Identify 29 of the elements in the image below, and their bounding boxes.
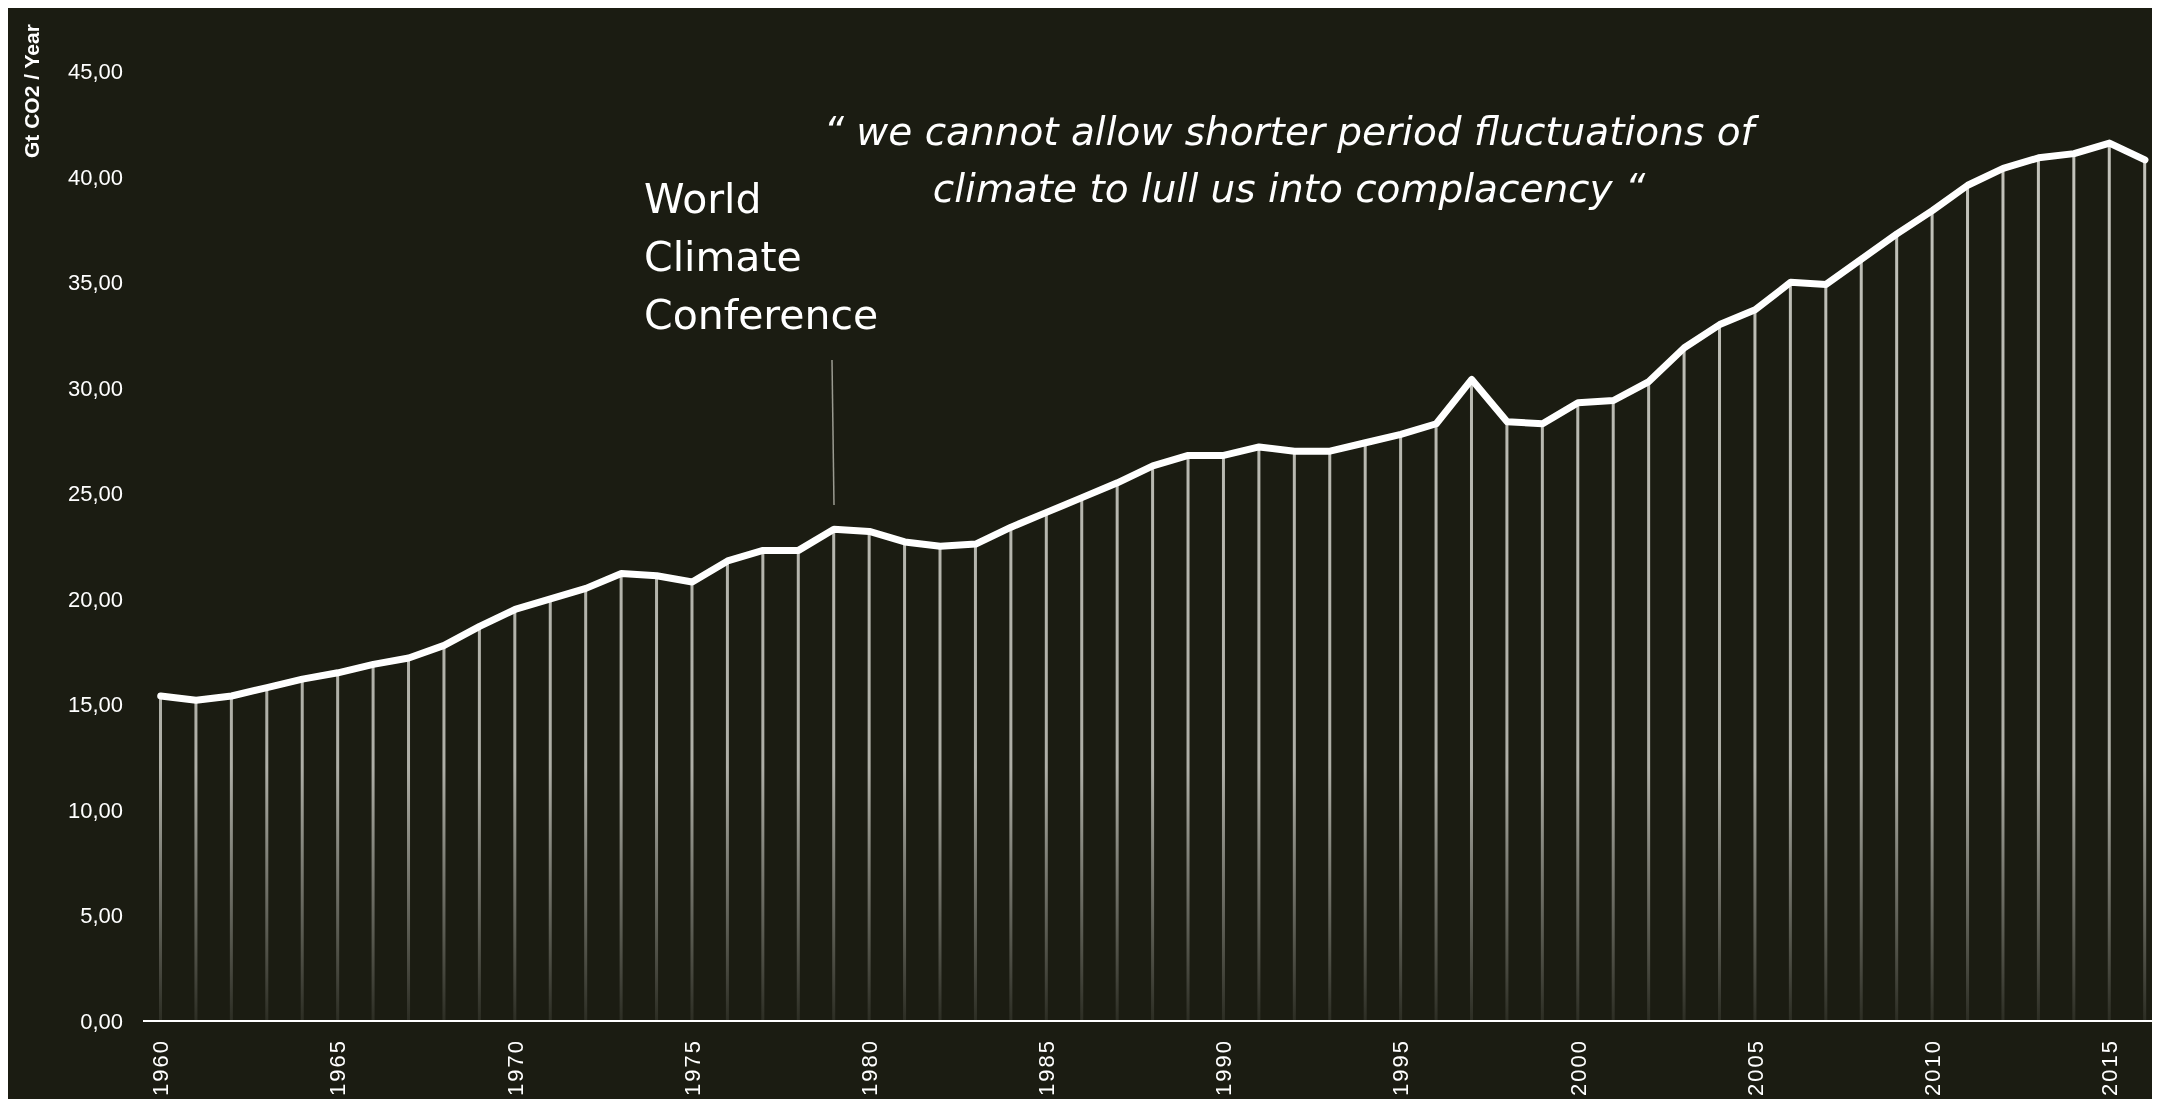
y-tick-label: 15,00 (67, 692, 123, 718)
x-tick-label: 1980 (856, 1039, 882, 1096)
bar (973, 544, 977, 1021)
y-tick-label: 25,00 (67, 481, 123, 507)
y-axis-title: Gt CO2 / Year (20, 24, 44, 158)
x-tick-label: 1965 (325, 1039, 351, 1096)
y-tick-label: 0,00 (80, 1008, 123, 1034)
y-tick-label: 20,00 (67, 586, 123, 612)
bar (690, 582, 694, 1021)
y-tick-label: 5,00 (80, 903, 123, 929)
x-tick-label: 1995 (1388, 1039, 1414, 1096)
x-tick-label: 1975 (679, 1039, 705, 1096)
x-tick-label: 1990 (1211, 1039, 1237, 1096)
y-tick-label: 40,00 (67, 164, 123, 190)
x-tick-label: 1960 (148, 1039, 174, 1096)
x-tick-label: 2015 (2096, 1039, 2122, 1096)
y-tick-label: 35,00 (67, 270, 123, 296)
bar (229, 696, 233, 1021)
y-tick-label: 30,00 (67, 375, 123, 401)
y-tick-label: 10,00 (67, 797, 123, 823)
x-tick-label: 1970 (502, 1039, 528, 1096)
x-tick-label: 2000 (1565, 1039, 1591, 1096)
y-tick-label: 45,00 (67, 59, 123, 85)
x-tick-label: 2010 (1919, 1039, 1945, 1096)
bar (407, 658, 411, 1021)
bar (159, 696, 162, 1021)
x-tick-label: 2005 (1742, 1039, 1768, 1096)
x-tick-label: 1985 (1034, 1039, 1060, 1096)
bar (300, 679, 304, 1021)
